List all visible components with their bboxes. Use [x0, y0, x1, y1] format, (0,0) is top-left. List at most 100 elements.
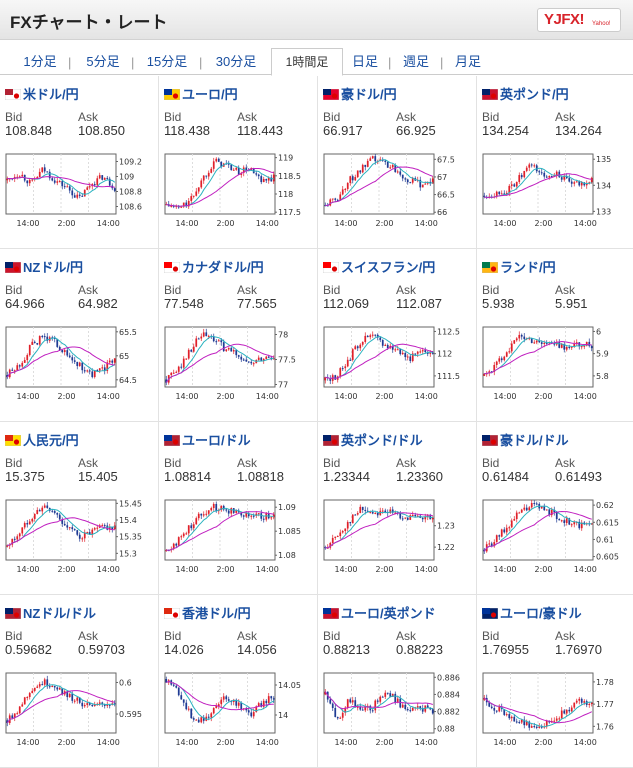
- candle-body: [535, 503, 538, 505]
- pair-link[interactable]: スイスフラン/円: [323, 257, 436, 275]
- candle-body: [513, 340, 516, 344]
- price-chart[interactable]: 119 118.5 118 117.5 14:00 2:00 14:00: [159, 146, 314, 242]
- ask-value: 1.08818: [237, 469, 284, 484]
- tab-daily[interactable]: 日足: [351, 54, 378, 69]
- x-tick-label: 14:00: [415, 738, 438, 747]
- price-chart[interactable]: 112.5 112 111.5 14:00 2:00 14:00: [318, 319, 473, 415]
- rate-card[interactable]: カナダドル/円 Bid Ask 77.548 77.565 78 77.5 77 14:00 2:…: [159, 249, 318, 422]
- pair-link[interactable]: 豪ドル/ドル: [482, 430, 569, 448]
- rate-card[interactable]: 豪ドル/円 Bid Ask 66.917 66.925 67.5 67 66.5 66 14:00…: [318, 76, 477, 249]
- candle-body: [324, 547, 327, 549]
- price-chart[interactable]: 109.2 109 108.8 108.6 14:00 2:00 14:00: [0, 146, 155, 242]
- pair-link[interactable]: 香港ドル/円: [164, 603, 251, 621]
- pair-name: スイスフラン/円: [341, 260, 436, 275]
- pair-link[interactable]: ユーロ/英ポンド: [323, 603, 436, 621]
- pair-link[interactable]: ユーロ/円: [164, 84, 238, 102]
- candle-body: [175, 206, 178, 208]
- pair-link[interactable]: ユーロ/豪ドル: [482, 603, 582, 621]
- candle-body: [200, 513, 203, 516]
- rate-card[interactable]: 英ポンド/円 Bid Ask 134.254 134.264 135 134 133 14:00…: [477, 76, 633, 249]
- rate-card[interactable]: 豪ドル/ドル Bid Ask 0.61484 0.61493 0.62 0.615 0.61 0…: [477, 422, 633, 595]
- candle-body: [493, 708, 496, 711]
- candle-body: [6, 720, 9, 723]
- price-chart[interactable]: 1.78 1.77 1.76 14:00 2:00 14:00: [477, 665, 632, 761]
- tab-weekly[interactable]: 週足: [402, 54, 429, 69]
- candle-body: [242, 167, 245, 173]
- pair-name: NZドル/ドル: [23, 606, 96, 621]
- bid-value: 118.438: [164, 123, 211, 138]
- candle-body: [585, 341, 588, 346]
- candle-body: [165, 679, 168, 683]
- candle-body: [215, 503, 218, 511]
- candle-body: [543, 172, 546, 177]
- rate-card[interactable]: ユーロ/豪ドル Bid Ask 1.76955 1.76970 1.78 1.77 1.76 1…: [477, 595, 633, 768]
- pair-link[interactable]: NZドル/円: [5, 257, 83, 275]
- candle-body: [555, 512, 558, 519]
- tab-monthly[interactable]: 月足: [454, 54, 481, 69]
- rate-card[interactable]: ユーロ/ドル Bid Ask 1.08814 1.08818 1.09 1.085 1.08 1…: [159, 422, 318, 595]
- candle-body: [530, 503, 533, 508]
- tab-1min[interactable]: 1分足: [23, 54, 57, 69]
- price-chart[interactable]: 0.6 0.595 14:00 2:00 14:00: [0, 665, 155, 761]
- candle-body: [96, 370, 99, 372]
- pair-link[interactable]: 豪ドル/円: [323, 84, 397, 102]
- currency-flag-icon: [164, 262, 180, 273]
- rate-card[interactable]: ユーロ/英ポンド Bid Ask 0.88213 0.88223 0.886 0.884 0.…: [318, 595, 477, 768]
- price-chart[interactable]: 15.45 15.4 15.35 15.3 14:00 2:00 14:00: [0, 492, 155, 588]
- candle-body: [490, 543, 493, 547]
- candle-body: [503, 709, 506, 715]
- x-tick-label: 14:00: [415, 565, 438, 574]
- tab-15min[interactable]: 15分足: [146, 54, 188, 69]
- pair-link[interactable]: 英ポンド/円: [482, 84, 569, 102]
- rate-card[interactable]: 米ドル/円 Bid Ask 108.848 108.850 109.2 109 108.8 10…: [0, 76, 159, 249]
- price-chart[interactable]: 135 134 133 14:00 2:00 14:00: [477, 146, 632, 242]
- candle-body: [101, 702, 104, 705]
- rate-card[interactable]: ユーロ/円 Bid Ask 118.438 118.443 119 118.5 118 117.…: [159, 76, 318, 249]
- rate-card[interactable]: ランド/円 Bid Ask 5.938 5.951 6 5.9 5.8 14:00 2:00 14:…: [477, 249, 633, 422]
- pair-link[interactable]: 英ポンド/ドル: [323, 430, 423, 448]
- candle-body: [240, 356, 243, 360]
- tab-30min[interactable]: 30分足: [215, 54, 257, 69]
- candle-body: [225, 509, 228, 511]
- candle-body: [101, 525, 104, 527]
- rate-card[interactable]: 人民元/円 Bid Ask 15.375 15.405 15.45 15.4 15.35 15.…: [0, 422, 159, 595]
- pair-name: ユーロ/ドル: [182, 433, 251, 448]
- candle-body: [23, 697, 26, 705]
- price-chart[interactable]: 1.09 1.085 1.08 14:00 2:00 14:00: [159, 492, 314, 588]
- tab-1hour[interactable]: 1時間足: [271, 48, 343, 76]
- candle-body: [205, 513, 208, 515]
- candle-body: [225, 349, 228, 352]
- yjfx-logo[interactable]: YJFX! Yahoo!: [537, 8, 621, 32]
- price-chart[interactable]: 14.05 14 14:00 2:00 14:00: [159, 665, 314, 761]
- price-chart[interactable]: 67.5 67 66.5 66 14:00 2:00 14:00: [318, 146, 473, 242]
- candle-body: [61, 349, 64, 353]
- pair-link[interactable]: 人民元/円: [5, 430, 79, 448]
- price-chart[interactable]: 0.62 0.615 0.61 0.605 14:00 2:00 14:00: [477, 492, 632, 588]
- price-chart[interactable]: 0.886 0.884 0.882 0.88 14:00 2:00 14:00: [318, 665, 473, 761]
- tab-5min[interactable]: 5分足: [86, 54, 120, 69]
- candle-body: [58, 688, 61, 690]
- pair-link[interactable]: カナダドル/円: [164, 257, 264, 275]
- pair-link[interactable]: NZドル/ドル: [5, 603, 96, 621]
- candle-body: [346, 699, 349, 708]
- price-chart[interactable]: 78 77.5 77 14:00 2:00 14:00: [159, 319, 314, 415]
- rate-card[interactable]: NZドル/ドル Bid Ask 0.59682 0.59703 0.6 0.595 14:00…: [0, 595, 159, 768]
- pair-link[interactable]: ランド/円: [482, 257, 556, 275]
- candle-body: [386, 344, 389, 349]
- candle-body: [220, 340, 223, 343]
- pair-link[interactable]: 米ドル/円: [5, 84, 79, 102]
- rate-card[interactable]: 英ポンド/ドル Bid Ask 1.23344 1.23360 1.23 1.22 14:00…: [318, 422, 477, 595]
- candle-body: [76, 194, 79, 198]
- y-tick-label: 119: [278, 154, 293, 163]
- rate-card[interactable]: スイスフラン/円 Bid Ask 112.069 112.087 112.5 112 111.…: [318, 249, 477, 422]
- candle-body: [88, 370, 91, 372]
- short-ma-line: [324, 691, 433, 713]
- y-tick-label: 78: [278, 331, 288, 340]
- price-chart[interactable]: 6 5.9 5.8 14:00 2:00 14:00: [477, 319, 632, 415]
- pair-link[interactable]: ユーロ/ドル: [164, 430, 251, 448]
- price-chart[interactable]: 1.23 1.22 14:00 2:00 14:00: [318, 492, 473, 588]
- rate-card[interactable]: NZドル/円 Bid Ask 64.966 64.982 65.5 65 64.5 14:00 2…: [0, 249, 159, 422]
- price-chart[interactable]: 65.5 65 64.5 14:00 2:00 14:00: [0, 319, 155, 415]
- rate-card[interactable]: 香港ドル/円 Bid Ask 14.026 14.056 14.05 14 14:00 2:00…: [159, 595, 318, 768]
- ask-value: 77.565: [237, 296, 277, 311]
